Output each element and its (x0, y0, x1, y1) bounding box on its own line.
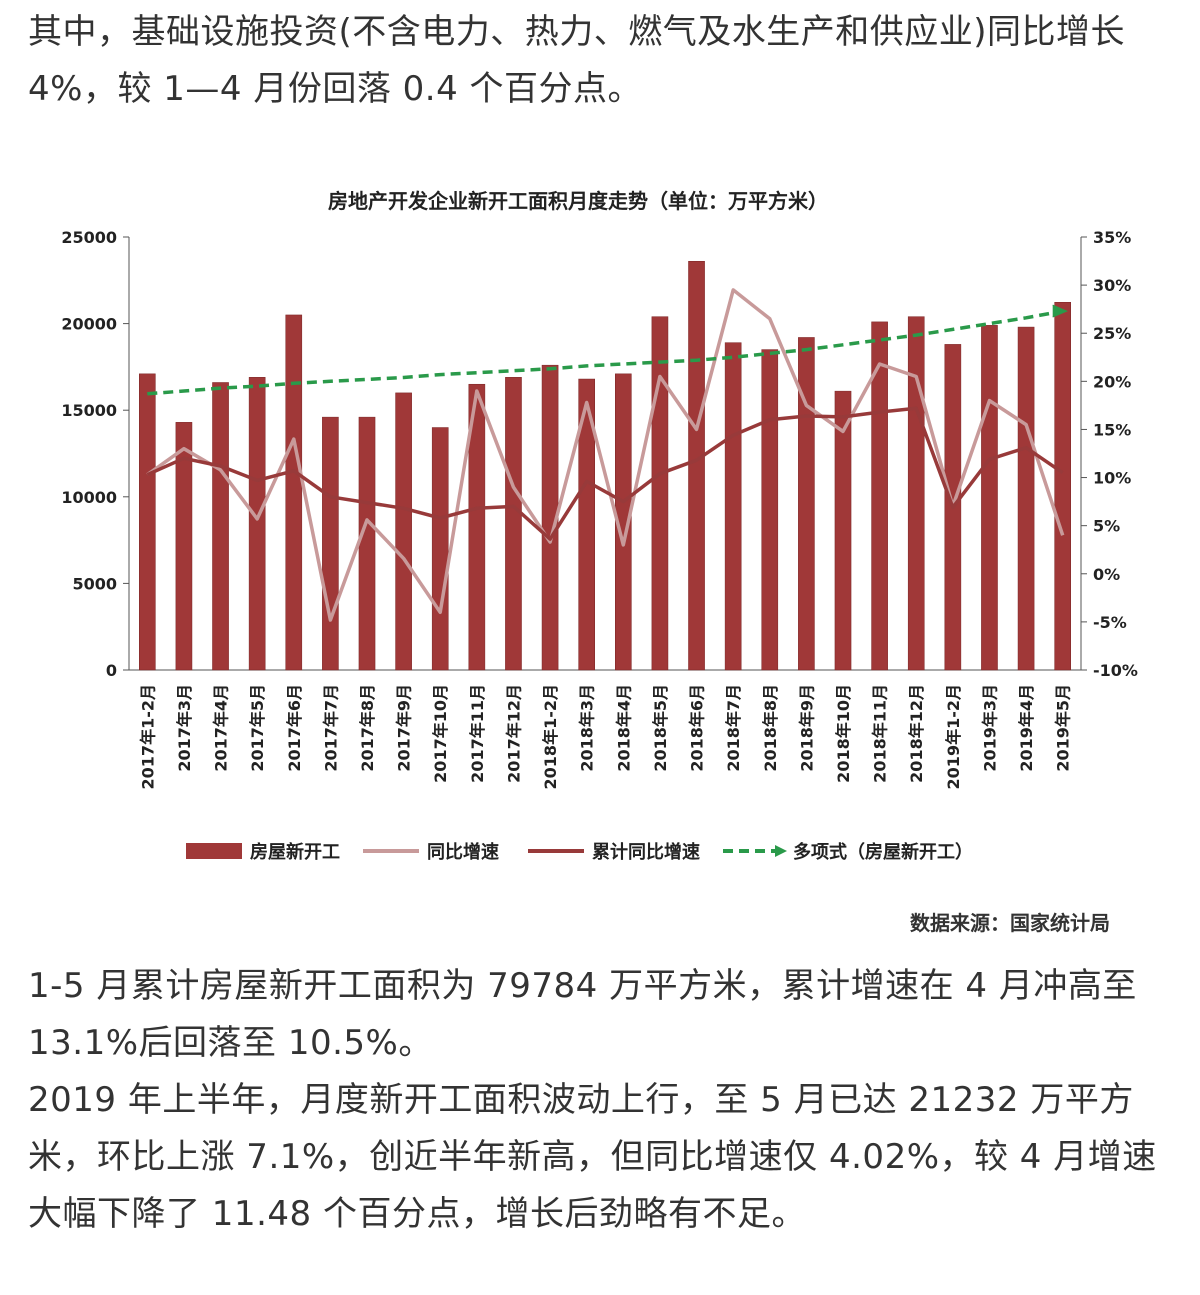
x-tick-label: 2018年4月 (614, 684, 633, 772)
right-tick-label: -10% (1093, 661, 1138, 680)
bar (871, 321, 888, 671)
right-tick-label: 20% (1093, 372, 1131, 391)
bar (175, 422, 193, 671)
x-tick-label: 2019年4月 (1017, 684, 1036, 772)
bar-series (139, 260, 1071, 671)
chart-axes: 0 5000 10000 15000 20000 25000 -10% -5% 0% 5% 10% 1… (61, 228, 1138, 680)
x-tick-label: 2017年8月 (358, 684, 377, 772)
x-tick-label: 2018年7月 (724, 684, 743, 772)
legend-swatch-bar (186, 843, 242, 859)
bar (285, 314, 303, 671)
left-tick-label: 25000 (61, 228, 117, 247)
series-line-1 (146, 288, 1065, 622)
left-tick-label: 20000 (61, 315, 117, 334)
bar (651, 316, 669, 671)
x-tick-label: 2019年3月 (980, 684, 999, 772)
x-tick-label: 2018年8月 (761, 684, 780, 772)
paragraph-summary: 2019 年上半年，月度新开工面积波动上行，至 5 月已达 21232 万平方米… (28, 1080, 1157, 1234)
right-tick-label: 30% (1093, 276, 1131, 295)
x-tick-label: 2018年11月 (871, 684, 890, 783)
x-tick-label: 2019年5月 (1054, 684, 1073, 772)
x-tick-label: 2017年10月 (431, 684, 450, 783)
x-tick-label: 2017年12月 (504, 684, 523, 783)
legend-label: 同比增速 (427, 841, 499, 863)
x-tick-label: 2017年9月 (395, 684, 414, 772)
right-tick-label: -5% (1093, 613, 1127, 632)
x-tick-label: 2017年7月 (321, 684, 340, 772)
x-tick-label: 2018年10月 (834, 684, 853, 783)
legend-label: 累计同比增速 (592, 841, 700, 863)
bar (139, 373, 156, 671)
x-tick-label: 2018年5月 (651, 684, 670, 772)
chart-title: 房地产开发企业新开工面积月度走势（单位：万平方米） (328, 189, 828, 213)
bar (505, 377, 522, 671)
line-series (146, 288, 1068, 622)
x-tick-label: 2018年12月 (907, 684, 926, 783)
left-tick-label: 10000 (61, 488, 117, 507)
bar (798, 337, 815, 671)
bar (615, 373, 632, 671)
paragraph-intro: 其中，基础设施投资(不含电力、热力、燃气及水生产和供应业)同比增长 4%，较 1… (28, 12, 1126, 109)
left-tick-label: 15000 (61, 401, 117, 420)
legend-arrow-icon (775, 845, 787, 857)
x-tick-label: 2017年3月 (175, 684, 194, 772)
bar (322, 416, 339, 671)
bar (358, 416, 376, 671)
x-tick-label: 2018年1-2月 (541, 684, 560, 789)
x-tick-label: 2018年9月 (797, 684, 816, 772)
series-line-3 (147, 309, 1064, 396)
right-tick-label: 10% (1093, 469, 1131, 488)
x-tick-label: 2017年1-2月 (138, 684, 157, 789)
bar (248, 377, 266, 671)
x-axis-labels: 2017年1-2月 2017年3月 2017年4月 2017年5月 2017年6月 201… (138, 684, 1072, 789)
series-line-2 (146, 406, 1064, 541)
x-tick-label: 2018年3月 (578, 684, 597, 772)
chart-legend: 房屋新开工 同比增速 累计同比增速 多项式（房屋新开工） (186, 841, 973, 863)
left-tick-label: 5000 (72, 574, 117, 593)
x-tick-label: 2019年1-2月 (944, 684, 963, 789)
x-tick-label: 2017年5月 (248, 684, 267, 772)
right-tick-label: 5% (1093, 517, 1120, 536)
bar (688, 260, 705, 671)
x-tick-label: 2017年6月 (285, 684, 304, 772)
x-tick-label: 2018年6月 (688, 684, 707, 772)
bar (761, 349, 779, 671)
bar (468, 383, 486, 671)
right-tick-label: 35% (1093, 228, 1131, 247)
bar (578, 378, 595, 671)
bar (907, 316, 925, 671)
right-tick-label: 0% (1093, 565, 1120, 584)
bar (431, 427, 449, 671)
chart-figure: 房地产开发企业新开工面积月度走势（单位：万平方米） 0 5000 10000 1500… (28, 178, 1158, 948)
x-tick-label: 2017年4月 (212, 684, 231, 772)
right-tick-label: 15% (1093, 420, 1131, 439)
chart-source-note: 数据来源：国家统计局 (910, 911, 1110, 935)
right-tick-label: 25% (1093, 324, 1131, 343)
bar (212, 382, 229, 671)
chart-canvas: 房地产开发企业新开工面积月度走势（单位：万平方米） 0 5000 10000 1500… (61, 189, 1138, 935)
paragraph-cumulative: 1-5 月累计房屋新开工面积为 79784 万平方米，累计增速在 4 月冲高至 … (28, 966, 1137, 1063)
bar (395, 392, 412, 671)
bar (981, 325, 998, 671)
bar (834, 390, 852, 671)
trend-arrow-icon (1052, 304, 1068, 318)
bar (1017, 326, 1035, 671)
legend-label: 多项式（房屋新开工） (793, 841, 973, 863)
bar (724, 342, 742, 671)
legend-label: 房屋新开工 (250, 841, 340, 863)
bar (1054, 302, 1071, 671)
x-tick-label: 2017年11月 (468, 684, 487, 783)
left-tick-label: 0 (106, 661, 117, 680)
